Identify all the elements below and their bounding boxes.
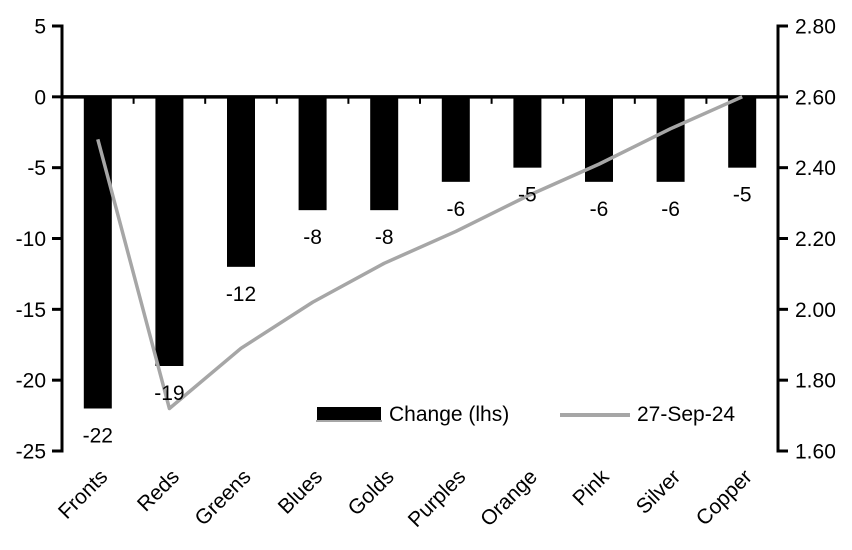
left-axis-tick-label: -15 xyxy=(16,299,46,322)
left-axis-tick-label: -5 xyxy=(27,157,46,180)
right-axis-tick-label: 2.80 xyxy=(795,16,836,39)
legend-label-date: 27-Sep-24 xyxy=(637,403,736,426)
category-label: Copper xyxy=(692,465,757,530)
category-label: Reds xyxy=(133,465,184,516)
bar xyxy=(728,96,757,168)
line-series xyxy=(96,95,743,411)
right-axis-tick-label: 1.60 xyxy=(795,441,836,464)
right-axis-tick-label: 1.80 xyxy=(795,370,836,393)
line-legend-swatch xyxy=(560,412,630,417)
category-label: Orange xyxy=(476,465,542,531)
left-axis-tick-label: -20 xyxy=(16,370,46,393)
category-label: Greens xyxy=(191,465,256,530)
right-axis-tick-label: 2.60 xyxy=(795,86,836,109)
bar-swatch-shadow xyxy=(316,419,382,422)
bar xyxy=(370,96,399,211)
bar-data-label: -6 xyxy=(446,198,465,221)
category-label: Silver xyxy=(632,465,685,518)
legend-entry-change: Change (lhs) xyxy=(316,404,509,425)
bar-data-label: -6 xyxy=(661,198,680,221)
bar-legend-swatch xyxy=(316,406,382,423)
bar-data-label: -8 xyxy=(375,226,394,249)
category-label: Pink xyxy=(568,465,614,511)
left-axis-tick-label: 0 xyxy=(34,86,46,109)
bar xyxy=(298,96,327,211)
bar-data-label: -8 xyxy=(303,226,322,249)
category-label: Purples xyxy=(404,465,471,532)
bar-swatch-fill xyxy=(317,406,381,420)
left-axis-tick-label: -25 xyxy=(16,441,46,464)
bar xyxy=(656,96,685,182)
left-axis-tick-label: 5 xyxy=(34,16,46,39)
bar-data-label: -5 xyxy=(518,184,537,207)
bar xyxy=(155,96,184,366)
legend-label-change: Change (lhs) xyxy=(389,403,510,426)
bar xyxy=(441,96,470,182)
left-axis-tick-label: -10 xyxy=(16,228,46,251)
category-label: Blues xyxy=(274,465,327,518)
right-axis-tick-label: 2.20 xyxy=(795,228,836,251)
bar-data-label: -5 xyxy=(733,184,752,207)
bar-data-label: -12 xyxy=(226,283,256,306)
bar xyxy=(83,96,112,409)
bar xyxy=(513,96,542,168)
category-label: Golds xyxy=(344,465,399,520)
category-label: Fronts xyxy=(54,465,112,523)
bar xyxy=(227,96,255,267)
bar-data-label: -22 xyxy=(83,425,113,448)
right-axis-tick-label: 2.40 xyxy=(795,157,836,180)
bar-data-label: -19 xyxy=(154,382,184,405)
right-axis-tick-label: 2.00 xyxy=(795,299,836,322)
bar-data-label: -6 xyxy=(590,198,609,221)
legend-entry-line: 27-Sep-24 xyxy=(560,404,735,425)
